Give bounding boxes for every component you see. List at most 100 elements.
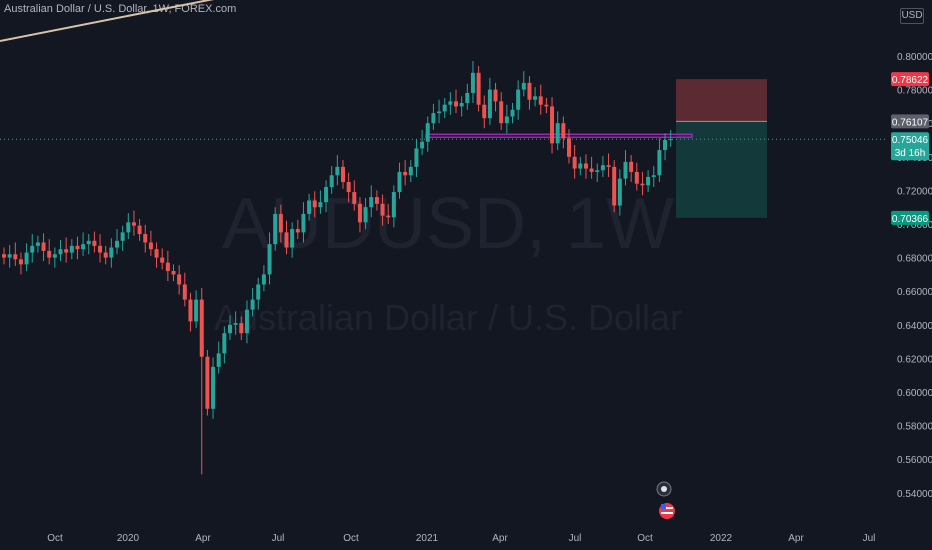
time-tick-label: Oct bbox=[47, 533, 63, 544]
candle bbox=[487, 77, 492, 125]
candle bbox=[589, 156, 594, 179]
target-price-label: 0.70366 bbox=[891, 210, 929, 225]
candle bbox=[363, 197, 368, 230]
time-tick-label: 2021 bbox=[416, 533, 439, 544]
candle bbox=[205, 350, 210, 416]
time-tick-label: Oct bbox=[343, 533, 359, 544]
candle bbox=[137, 218, 142, 241]
candle bbox=[600, 155, 605, 177]
price-tick-label: 0.66000 bbox=[897, 287, 932, 298]
stop-price-label: 0.78622 bbox=[891, 72, 929, 87]
candle bbox=[482, 95, 487, 129]
candle bbox=[103, 245, 108, 265]
candle bbox=[617, 169, 622, 216]
svg-text:3d 16h: 3d 16h bbox=[895, 148, 926, 159]
candle bbox=[420, 129, 425, 156]
candle bbox=[663, 133, 668, 161]
currency-button[interactable]: USD bbox=[900, 8, 924, 24]
svg-text:0.75046: 0.75046 bbox=[892, 135, 929, 146]
candle bbox=[182, 272, 187, 307]
candle bbox=[250, 287, 255, 317]
candle bbox=[148, 230, 153, 256]
candle bbox=[414, 139, 419, 177]
time-tick-label: Apr bbox=[492, 533, 508, 544]
price-tick-label: 0.64000 bbox=[897, 321, 932, 332]
candle bbox=[267, 232, 272, 285]
candle bbox=[165, 250, 170, 282]
candle bbox=[64, 237, 69, 263]
candle bbox=[397, 162, 402, 199]
candle bbox=[640, 171, 645, 196]
candle bbox=[437, 99, 442, 124]
candle bbox=[92, 231, 97, 253]
time-axis[interactable]: Oct 2020 Apr Jul Oct 2021 Apr Jul Oct 2022 Apr Jul bbox=[47, 533, 875, 544]
candle bbox=[115, 229, 119, 255]
price-tick-label: 0.78000 bbox=[897, 86, 932, 97]
time-tick-label: Apr bbox=[788, 533, 804, 544]
candle bbox=[30, 234, 35, 263]
current-price-label: 0.75046 3d 16h bbox=[891, 132, 929, 161]
candle bbox=[211, 357, 216, 419]
candle bbox=[561, 116, 566, 149]
stop-loss-zone[interactable] bbox=[676, 79, 767, 122]
candle bbox=[544, 98, 549, 114]
price-tick-label: 0.68000 bbox=[897, 254, 932, 265]
candle bbox=[657, 138, 662, 182]
candle bbox=[538, 84, 543, 115]
candle bbox=[261, 265, 266, 292]
candle bbox=[86, 234, 91, 255]
svg-text:0.76107: 0.76107 bbox=[892, 117, 929, 128]
candle bbox=[493, 82, 498, 112]
time-tick-label: Jul bbox=[569, 533, 582, 544]
candle bbox=[499, 92, 504, 130]
candle bbox=[516, 80, 521, 120]
candle bbox=[47, 239, 52, 265]
svg-text:0.78622: 0.78622 bbox=[892, 75, 929, 86]
candle bbox=[425, 116, 430, 152]
candle bbox=[188, 292, 193, 332]
time-tick-label: Oct bbox=[637, 533, 653, 544]
candle bbox=[408, 160, 413, 182]
price-tick-label: 0.56000 bbox=[897, 455, 932, 466]
candle bbox=[646, 170, 651, 193]
candle bbox=[629, 155, 634, 182]
take-profit-zone[interactable] bbox=[676, 121, 767, 218]
candle bbox=[7, 245, 12, 268]
candle bbox=[403, 160, 408, 186]
economic-event-icon[interactable] bbox=[656, 481, 672, 497]
price-tick-label: 0.70000 bbox=[897, 220, 932, 231]
candle bbox=[391, 185, 396, 228]
price-tick-label: 0.72000 bbox=[897, 186, 932, 197]
candle bbox=[290, 222, 295, 258]
candle bbox=[98, 234, 103, 263]
price-tick-label: 0.62000 bbox=[897, 354, 932, 365]
candle bbox=[75, 236, 80, 260]
candle bbox=[312, 191, 317, 218]
time-tick-label: Apr bbox=[195, 533, 211, 544]
candle bbox=[352, 180, 357, 211]
us-flag-event-icon[interactable] bbox=[659, 503, 675, 519]
trend-line[interactable] bbox=[0, 0, 215, 42]
price-tick-label: 0.60000 bbox=[897, 388, 932, 399]
candle bbox=[504, 104, 509, 134]
candle bbox=[454, 89, 458, 114]
candle bbox=[527, 76, 532, 110]
candle bbox=[109, 238, 114, 268]
time-tick-label: 2022 bbox=[710, 533, 733, 544]
candle bbox=[550, 97, 555, 154]
candle bbox=[256, 277, 261, 310]
candle bbox=[18, 252, 23, 275]
candle bbox=[583, 154, 588, 179]
candle bbox=[567, 129, 571, 164]
watermark-name: Australian Dollar / U.S. Dollar bbox=[214, 297, 682, 338]
candle bbox=[442, 98, 447, 119]
candle bbox=[380, 194, 385, 226]
candle bbox=[58, 239, 63, 261]
candle bbox=[41, 233, 46, 261]
candle bbox=[329, 166, 334, 194]
candle bbox=[81, 232, 86, 256]
candle bbox=[606, 153, 611, 177]
time-tick-label: Jul bbox=[863, 533, 876, 544]
candle bbox=[318, 190, 323, 214]
